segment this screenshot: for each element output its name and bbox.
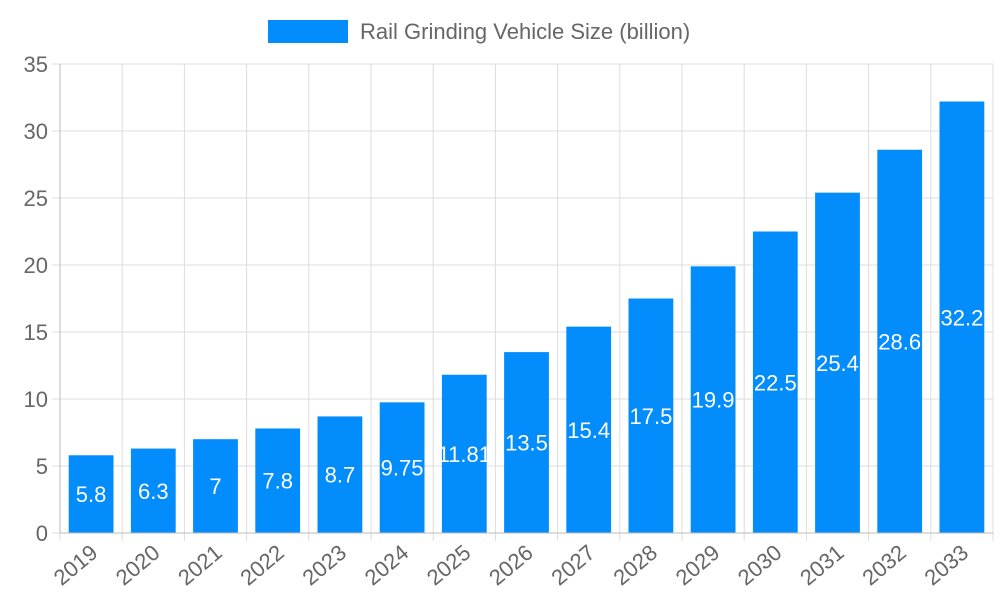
bar	[193, 439, 238, 533]
y-tick-label: 30	[24, 119, 48, 144]
y-tick-label: 20	[24, 253, 48, 278]
bar	[379, 402, 425, 533]
bar	[68, 455, 114, 533]
bar	[317, 416, 363, 533]
data-label: 6.3	[138, 479, 169, 504]
x-tick-label: 2027	[546, 540, 600, 591]
data-label: 32.2	[940, 305, 983, 330]
data-label: 17.5	[629, 404, 672, 429]
bar	[628, 298, 674, 533]
x-tick-label: 2020	[111, 540, 165, 591]
data-label: 7	[209, 474, 221, 499]
bar	[815, 192, 860, 533]
data-label: 13.5	[505, 431, 548, 456]
x-tick-label: 2031	[795, 540, 849, 591]
data-label: 15.4	[567, 418, 610, 443]
bar	[939, 101, 985, 534]
bar	[441, 374, 487, 533]
y-tick-label: 10	[24, 387, 48, 412]
legend-swatch	[268, 20, 348, 43]
x-tick-label: 2021	[173, 540, 227, 591]
bar	[752, 231, 798, 533]
x-tick-label: 2026	[484, 540, 538, 591]
data-label: 28.6	[878, 329, 921, 354]
data-label: 9.75	[381, 456, 424, 481]
y-tick-label: 25	[24, 186, 48, 211]
x-tick-label: 2033	[920, 540, 974, 591]
y-tick-label: 5	[36, 454, 48, 479]
data-label: 7.8	[262, 469, 293, 494]
data-label: 5.8	[76, 482, 107, 507]
bar	[690, 266, 736, 533]
y-tick-label: 0	[36, 521, 48, 546]
bar	[255, 428, 301, 533]
x-tick-label: 2022	[235, 540, 289, 591]
data-label: 22.5	[754, 370, 797, 395]
x-tick-label: 2019	[49, 540, 103, 591]
data-label: 8.7	[325, 463, 356, 488]
bar	[877, 149, 923, 533]
x-tick-label: 2028	[609, 540, 663, 591]
bar	[504, 352, 549, 533]
x-tick-label: 2023	[298, 540, 352, 591]
y-tick-label: 35	[24, 52, 48, 77]
x-tick-label: 2024	[360, 540, 414, 591]
y-tick-label: 15	[24, 320, 48, 345]
x-tick-label: 2032	[857, 540, 911, 591]
bar	[566, 326, 612, 533]
x-tick-label: 2030	[733, 540, 787, 591]
data-label: 19.9	[692, 388, 735, 413]
x-tick-label: 2029	[671, 540, 725, 591]
data-label: 11.81	[438, 442, 491, 467]
legend-label: Rail Grinding Vehicle Size (billion)	[360, 19, 690, 44]
bar	[130, 448, 176, 533]
x-tick-label: 2025	[422, 540, 476, 591]
data-label: 25.4	[816, 351, 859, 376]
legend[interactable]: Rail Grinding Vehicle Size (billion)	[268, 19, 690, 44]
